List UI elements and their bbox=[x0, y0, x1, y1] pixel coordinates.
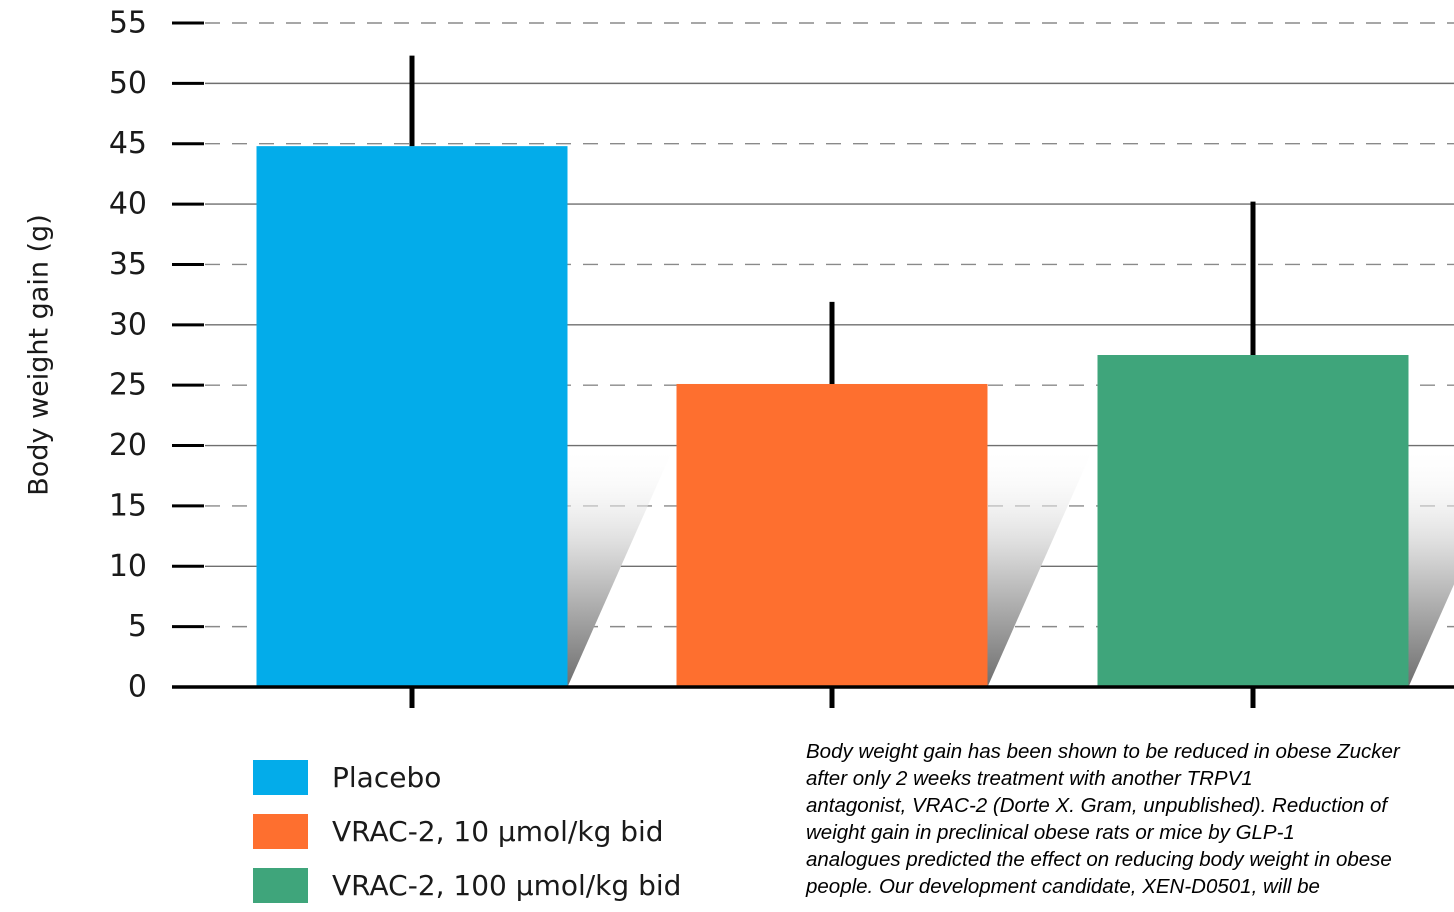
y-tick-label: 5 bbox=[128, 609, 147, 644]
legend-label: VRAC-2, 10 µmol/kg bid bbox=[332, 815, 664, 848]
legend-item: VRAC-2, 10 µmol/kg bid bbox=[253, 804, 681, 858]
caption-line: analogues predicted the effect on reduci… bbox=[806, 846, 1454, 873]
y-tick-label: 55 bbox=[109, 6, 147, 41]
legend-swatch bbox=[253, 814, 308, 849]
y-tick-label: 15 bbox=[109, 488, 147, 523]
y-tick-label: 30 bbox=[109, 307, 147, 342]
bar-chart: 0 5 10 15 20 25 30 35 40 45 50 55 Body weight gain … bbox=[0, 0, 1454, 740]
caption-line: antagonist, VRAC-2 (Dorte X. Gram, unpub… bbox=[806, 792, 1454, 819]
legend-label: Placebo bbox=[332, 761, 441, 794]
bar bbox=[677, 384, 988, 687]
caption-line: people. Our development candidate, XEN-D… bbox=[806, 873, 1454, 900]
y-tick-label: 45 bbox=[109, 126, 147, 161]
legend-swatch bbox=[253, 868, 308, 903]
legend-swatch bbox=[253, 760, 308, 795]
y-tick-label: 40 bbox=[109, 187, 147, 222]
legend-item: Placebo bbox=[253, 750, 681, 804]
y-tick-label: 20 bbox=[109, 428, 147, 463]
bar-shadow bbox=[1409, 446, 1454, 687]
y-tick-label: 50 bbox=[109, 66, 147, 101]
caption-line: weight gain in preclinical obese rats or… bbox=[806, 819, 1454, 846]
y-tick-label: 0 bbox=[128, 670, 147, 705]
caption-note: Body weight gain has been shown to be re… bbox=[806, 738, 1454, 900]
legend-item: VRAC-2, 100 µmol/kg bid bbox=[253, 858, 681, 912]
y-tick-label: 35 bbox=[109, 247, 147, 282]
bar bbox=[257, 146, 568, 687]
legend: Placebo VRAC-2, 10 µmol/kg bid VRAC-2, 100… bbox=[253, 750, 681, 912]
bar bbox=[1098, 355, 1409, 687]
y-tick-label: 10 bbox=[109, 549, 147, 584]
caption-line: after only 2 weeks treatment with anothe… bbox=[806, 765, 1454, 792]
caption-line: Body weight gain has been shown to be re… bbox=[806, 738, 1454, 765]
y-tick-label: 25 bbox=[109, 368, 147, 403]
legend-label: VRAC-2, 100 µmol/kg bid bbox=[332, 869, 681, 902]
y-axis-label: Body weight gain (g) bbox=[24, 214, 55, 495]
